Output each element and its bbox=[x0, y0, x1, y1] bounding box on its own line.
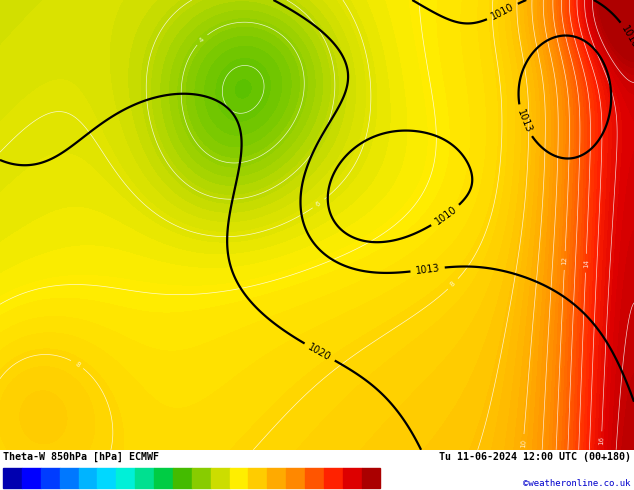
Text: 12: 12 bbox=[562, 256, 568, 265]
Bar bbox=[41, 468, 60, 488]
Bar bbox=[135, 468, 154, 488]
Text: 1020: 1020 bbox=[306, 342, 333, 363]
Bar bbox=[98, 468, 117, 488]
Bar bbox=[342, 468, 361, 488]
Bar bbox=[249, 468, 268, 488]
Text: 1010: 1010 bbox=[489, 1, 515, 22]
Bar bbox=[117, 468, 135, 488]
Bar bbox=[230, 468, 249, 488]
Bar bbox=[154, 468, 173, 488]
Text: 16: 16 bbox=[598, 436, 605, 445]
Bar bbox=[210, 468, 230, 488]
Text: 1010: 1010 bbox=[619, 24, 634, 50]
Text: 10: 10 bbox=[520, 439, 527, 448]
Bar bbox=[361, 468, 380, 488]
Bar bbox=[191, 468, 210, 488]
Bar bbox=[286, 468, 305, 488]
Text: 6: 6 bbox=[315, 200, 322, 207]
Bar bbox=[60, 468, 79, 488]
Bar bbox=[22, 468, 41, 488]
Text: 4: 4 bbox=[198, 36, 205, 43]
Text: ©weatheronline.co.uk: ©weatheronline.co.uk bbox=[523, 479, 631, 488]
Text: 1010: 1010 bbox=[433, 204, 458, 227]
Text: Theta-W 850hPa [hPa] ECMWF: Theta-W 850hPa [hPa] ECMWF bbox=[3, 452, 159, 462]
Bar bbox=[79, 468, 98, 488]
Text: 8: 8 bbox=[74, 361, 81, 368]
Bar bbox=[305, 468, 324, 488]
Bar bbox=[324, 468, 342, 488]
Bar bbox=[3, 468, 22, 488]
Text: 1013: 1013 bbox=[415, 263, 441, 276]
Bar bbox=[173, 468, 191, 488]
Text: 1013: 1013 bbox=[515, 108, 533, 134]
Bar bbox=[268, 468, 286, 488]
Text: 8: 8 bbox=[450, 280, 456, 288]
Text: Tu 11-06-2024 12:00 UTC (00+180): Tu 11-06-2024 12:00 UTC (00+180) bbox=[439, 452, 631, 462]
Text: 14: 14 bbox=[583, 259, 589, 268]
